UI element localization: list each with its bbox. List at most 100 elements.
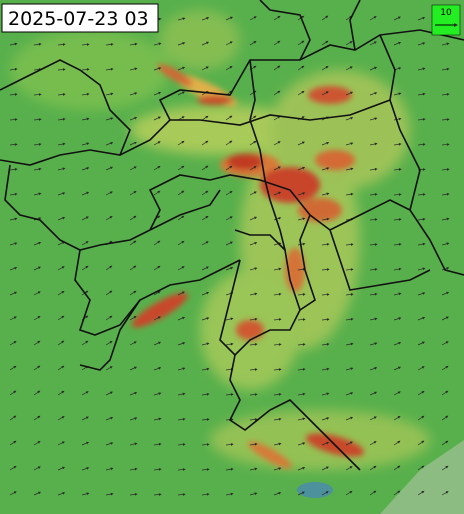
wind-arrow — [129, 316, 137, 321]
wind-arrow — [225, 317, 234, 321]
wind-arrow — [441, 341, 449, 346]
wind-arrow — [369, 167, 378, 171]
wind-arrow — [153, 42, 162, 46]
wind-arrow — [105, 340, 113, 346]
wind-arrow — [369, 391, 378, 396]
wind-arrow — [393, 391, 401, 396]
wind-arrow — [57, 390, 65, 396]
wind-arrow — [393, 490, 401, 496]
wind-arrow — [153, 240, 161, 246]
wind-arrow — [369, 117, 378, 121]
wind-arrow — [321, 491, 329, 496]
wind-arrow — [321, 318, 330, 321]
wind-arrow — [57, 492, 66, 496]
wind-arrow — [33, 316, 41, 321]
wind-arrow — [417, 490, 425, 496]
wind-arrow — [369, 317, 378, 321]
wind-arrow — [129, 341, 137, 346]
wind-arrow — [225, 467, 234, 471]
wind-arrow — [225, 443, 234, 446]
wind-arrow — [273, 141, 281, 146]
wind-arrow — [201, 241, 209, 246]
wind-arrow — [33, 192, 42, 196]
wind-arrow — [177, 493, 186, 496]
wind-arrow — [201, 443, 210, 446]
wind-arrow — [441, 491, 449, 496]
wind-arrow — [369, 416, 377, 421]
wind-arrow — [177, 443, 186, 446]
wind-arrow — [33, 415, 41, 421]
wind-arrow — [57, 466, 66, 471]
wind-arrow — [417, 292, 426, 296]
wind-arrow — [273, 343, 282, 346]
wind-arrow — [153, 493, 162, 496]
wind-arrow — [225, 140, 233, 146]
wind-arrow — [369, 218, 378, 221]
wind-arrow — [369, 292, 378, 296]
wind-arrow — [57, 290, 65, 296]
wind-arrow — [177, 42, 186, 46]
wind-arrow — [201, 291, 210, 296]
wind-arrow — [273, 40, 281, 46]
wind-arrow — [33, 266, 41, 271]
wind-arrow — [177, 66, 186, 71]
wind-arrow — [81, 167, 90, 171]
wind-arrow — [273, 292, 282, 296]
wind-arrow — [9, 291, 18, 296]
wind-arrow — [57, 441, 65, 446]
wind-arrow — [105, 290, 113, 296]
wind-arrow — [249, 191, 257, 196]
wind-arrow — [57, 117, 66, 121]
wind-arrow — [153, 116, 161, 121]
wind-arrow — [273, 442, 282, 446]
wind-arrow — [273, 90, 281, 96]
wind-arrow — [441, 67, 450, 71]
wind-arrow — [9, 42, 18, 46]
wind-arrow — [249, 492, 258, 496]
wind-arrow — [441, 42, 450, 46]
wind-arrow — [417, 42, 426, 46]
wind-arrow — [81, 142, 90, 146]
wind-arrow — [417, 366, 425, 371]
wind-arrow — [417, 193, 426, 196]
wind-arrow — [321, 392, 330, 396]
wind-arrow — [369, 41, 377, 46]
wind-arrow — [201, 140, 209, 146]
wind-arrow — [321, 342, 330, 346]
wind-arrow — [129, 92, 138, 96]
wind-arrow — [201, 66, 209, 71]
wind-arrow — [249, 216, 258, 221]
wind-arrow — [345, 441, 353, 446]
wind-arrow — [441, 365, 449, 371]
wind-arrows — [9, 15, 450, 496]
wind-arrow — [129, 67, 138, 71]
wind-arrow — [105, 391, 113, 396]
wind-arrow — [393, 218, 402, 221]
wind-arrow — [201, 41, 210, 46]
wind-arrow — [201, 17, 210, 21]
wind-arrow — [57, 43, 66, 46]
wind-arrow — [369, 16, 377, 21]
wind-arrow — [177, 190, 185, 196]
wind-arrow — [129, 467, 138, 471]
wind-arrow — [297, 192, 306, 196]
wind-arrow — [81, 43, 90, 46]
wind-arrow — [417, 16, 426, 21]
wind-arrow — [57, 216, 66, 221]
wind-arrow — [273, 393, 282, 396]
wind-arrow — [153, 442, 162, 446]
wind-arrow — [81, 265, 89, 271]
wind-arrow — [9, 217, 18, 221]
wind-arrow — [105, 92, 114, 96]
wind-arrow — [105, 442, 114, 446]
wind-arrow — [177, 316, 186, 321]
wind-arrow — [417, 67, 426, 71]
wind-arrow — [321, 441, 330, 446]
wind-arrow — [33, 441, 41, 446]
wind-arrow — [177, 215, 185, 221]
wind-arrow — [201, 392, 210, 396]
wind-arrow — [81, 191, 90, 196]
wind-arrow — [9, 267, 18, 271]
wind-arrow — [297, 392, 306, 396]
